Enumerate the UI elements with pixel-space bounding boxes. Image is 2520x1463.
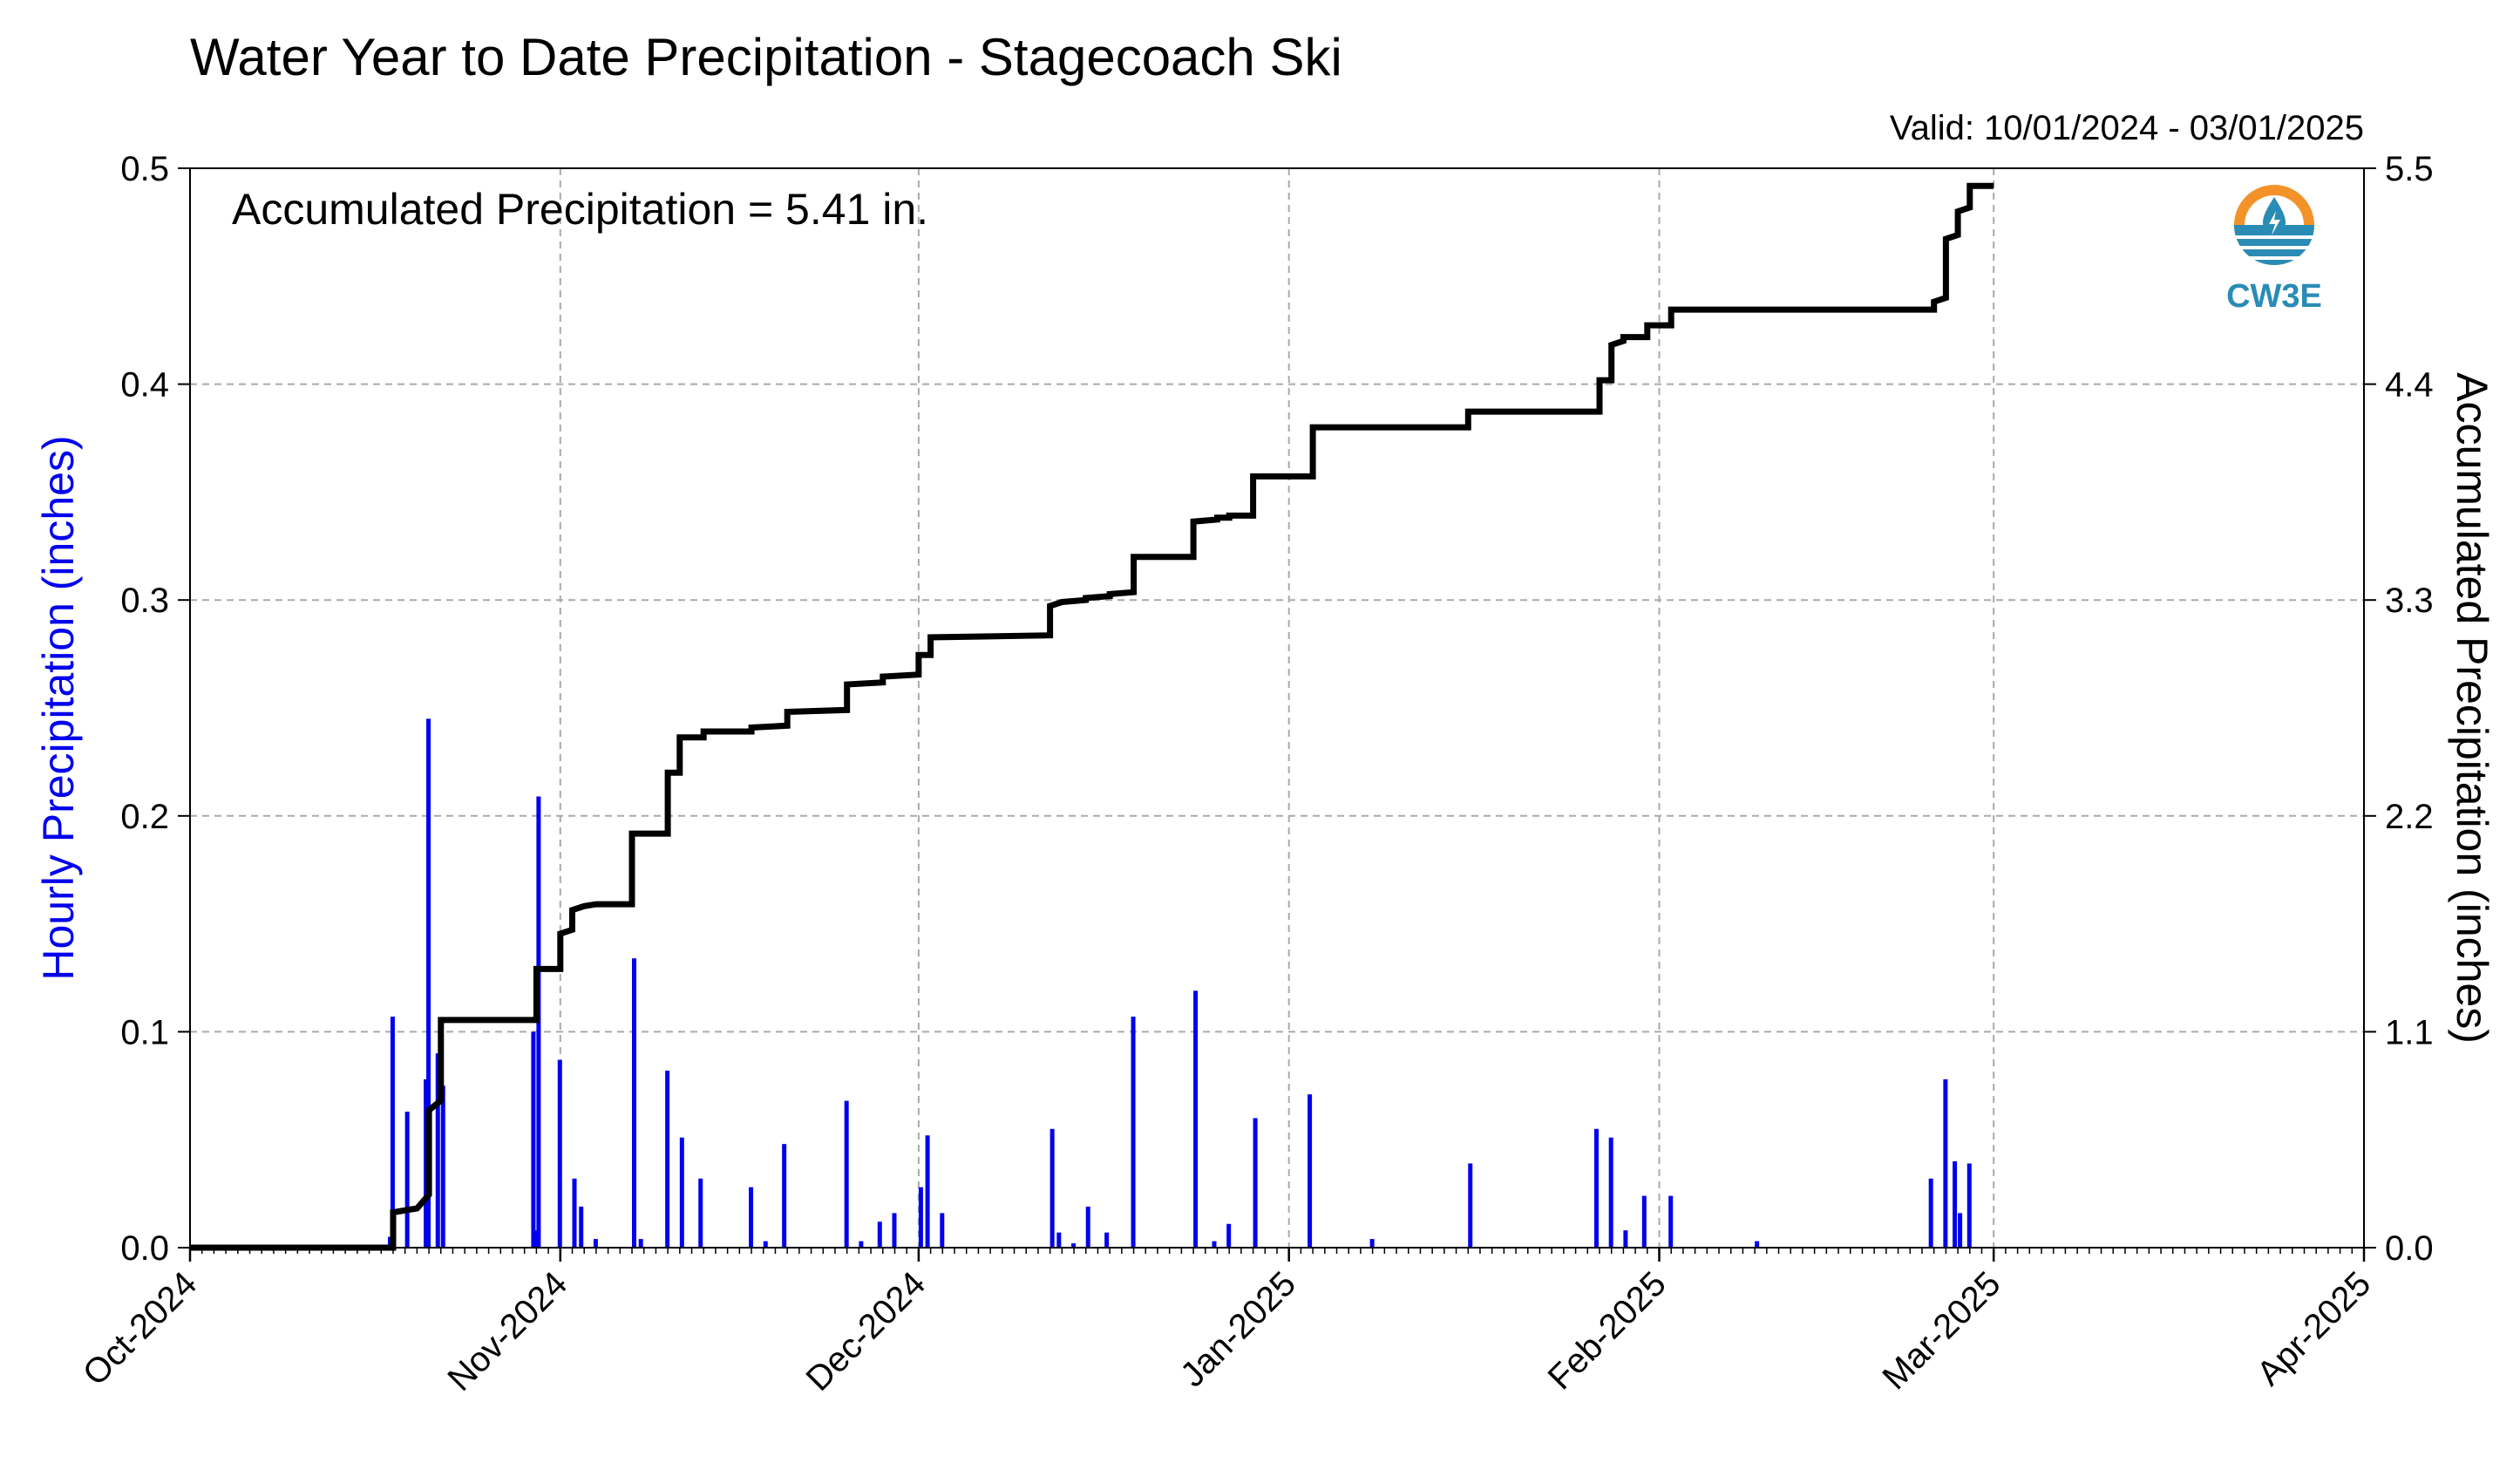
cw3e-logo: CW3E — [2226, 185, 2322, 315]
hourly-bar — [1966, 1163, 1972, 1248]
hourly-bars — [387, 718, 1972, 1248]
x-tick-label: Nov-2024 — [440, 1264, 574, 1398]
hourly-bar — [531, 1031, 536, 1248]
left-axis-ticks: 0.0 0.1 0.2 0.3 0.4 0.5 — [120, 150, 190, 1268]
hourly-bar — [1958, 1213, 1963, 1248]
hourly-bar — [579, 1206, 584, 1248]
hourly-bar — [390, 1017, 395, 1248]
x-tick-label: Oct-2024 — [76, 1264, 204, 1392]
hourly-bar — [1608, 1137, 1613, 1248]
hourly-bar — [533, 1230, 539, 1248]
hourly-bar — [1468, 1163, 1473, 1248]
accumulated-precipitation-line — [190, 182, 1994, 1251]
hourly-bar — [1369, 1239, 1375, 1248]
left-tick-label: 0.1 — [120, 1013, 169, 1051]
hourly-bar — [440, 1085, 445, 1248]
right-tick-label: 2.2 — [2385, 798, 2434, 836]
right-axis-label: Accumulated Precipitation (inches) — [2448, 372, 2496, 1044]
hourly-bar — [1308, 1094, 1313, 1248]
hourly-bar — [632, 958, 637, 1248]
right-tick-label: 3.3 — [2385, 582, 2434, 620]
hourly-bar — [892, 1213, 897, 1248]
hourly-bar — [782, 1144, 787, 1248]
hourly-bar — [424, 1079, 429, 1248]
left-tick-label: 0.5 — [120, 150, 169, 188]
x-tick-label: Apr-2025 — [2250, 1264, 2378, 1392]
logo-text: CW3E — [2226, 278, 2322, 315]
hourly-bar — [698, 1178, 703, 1248]
x-tick-label: Jan-2025 — [1173, 1264, 1303, 1394]
hourly-bar — [1928, 1178, 1933, 1248]
hourly-bar — [918, 1187, 923, 1248]
hourly-bar — [859, 1241, 864, 1248]
hourly-bar — [679, 1137, 684, 1248]
hourly-bar — [763, 1241, 768, 1248]
hourly-bar — [925, 1135, 930, 1248]
hourly-bar — [572, 1178, 577, 1248]
chart-subtitle: Valid: 10/01/2024 - 03/01/2025 — [1890, 109, 2364, 147]
right-tick-label: 5.5 — [2385, 150, 2434, 188]
hourly-bar — [1212, 1241, 1217, 1248]
hourly-bar — [435, 1053, 440, 1248]
left-tick-label: 0.4 — [120, 366, 169, 405]
x-axis-ticks: Oct-2024 Nov-2024 Dec-2024 Jan-2025 Feb-2025… — [76, 1248, 2378, 1398]
left-axis-label: Hourly Precipitation (inches) — [34, 435, 83, 980]
hourly-bar — [1668, 1195, 1674, 1248]
annotation-accumulated: Accumulated Precipitation = 5.41 in. — [232, 185, 928, 234]
hourly-bar — [1131, 1017, 1136, 1248]
hourly-bar — [404, 1112, 410, 1248]
right-axis-ticks: 0.0 1.1 2.2 3.3 4.4 5.5 — [2364, 150, 2434, 1268]
left-tick-label: 0.3 — [120, 582, 169, 620]
hourly-bar — [1593, 1128, 1599, 1248]
x-tick-label: Dec-2024 — [799, 1264, 934, 1398]
hourly-bar — [1226, 1223, 1232, 1248]
grid-lines — [190, 168, 2364, 1248]
hourly-bar — [387, 1236, 392, 1248]
right-tick-label: 4.4 — [2385, 366, 2434, 405]
hourly-bar — [1049, 1128, 1055, 1248]
hourly-bar — [877, 1221, 882, 1248]
x-tick-label: Feb-2025 — [1541, 1264, 1674, 1397]
right-tick-label: 0.0 — [2385, 1229, 2434, 1268]
hourly-bar — [638, 1239, 643, 1248]
hourly-bar — [1056, 1232, 1062, 1248]
hourly-bar — [940, 1213, 945, 1248]
chart-title: Water Year to Date Precipitation - Stage… — [190, 28, 1342, 86]
hourly-bar — [1943, 1079, 1948, 1248]
hourly-bar — [1104, 1232, 1110, 1248]
hourly-bar — [1253, 1118, 1258, 1248]
hourly-bar — [1623, 1230, 1628, 1248]
hourly-bar — [665, 1070, 670, 1248]
left-tick-label: 0.0 — [120, 1229, 169, 1268]
hourly-bar — [557, 1059, 562, 1248]
hourly-bar — [1193, 990, 1199, 1248]
hourly-bar — [749, 1187, 754, 1248]
right-tick-label: 1.1 — [2385, 1013, 2434, 1051]
hourly-bar — [1085, 1206, 1090, 1248]
hourly-bar — [426, 718, 431, 1248]
hourly-bar — [1641, 1195, 1647, 1248]
x-tick-label: Mar-2025 — [1875, 1264, 2007, 1397]
hourly-bar — [1953, 1160, 1958, 1248]
hourly-bar — [1755, 1241, 1760, 1248]
plot-frame — [189, 167, 2365, 1249]
hourly-bar — [593, 1239, 598, 1248]
left-tick-label: 0.2 — [120, 798, 169, 836]
hourly-bar — [1071, 1243, 1077, 1248]
hourly-bar — [844, 1100, 849, 1248]
